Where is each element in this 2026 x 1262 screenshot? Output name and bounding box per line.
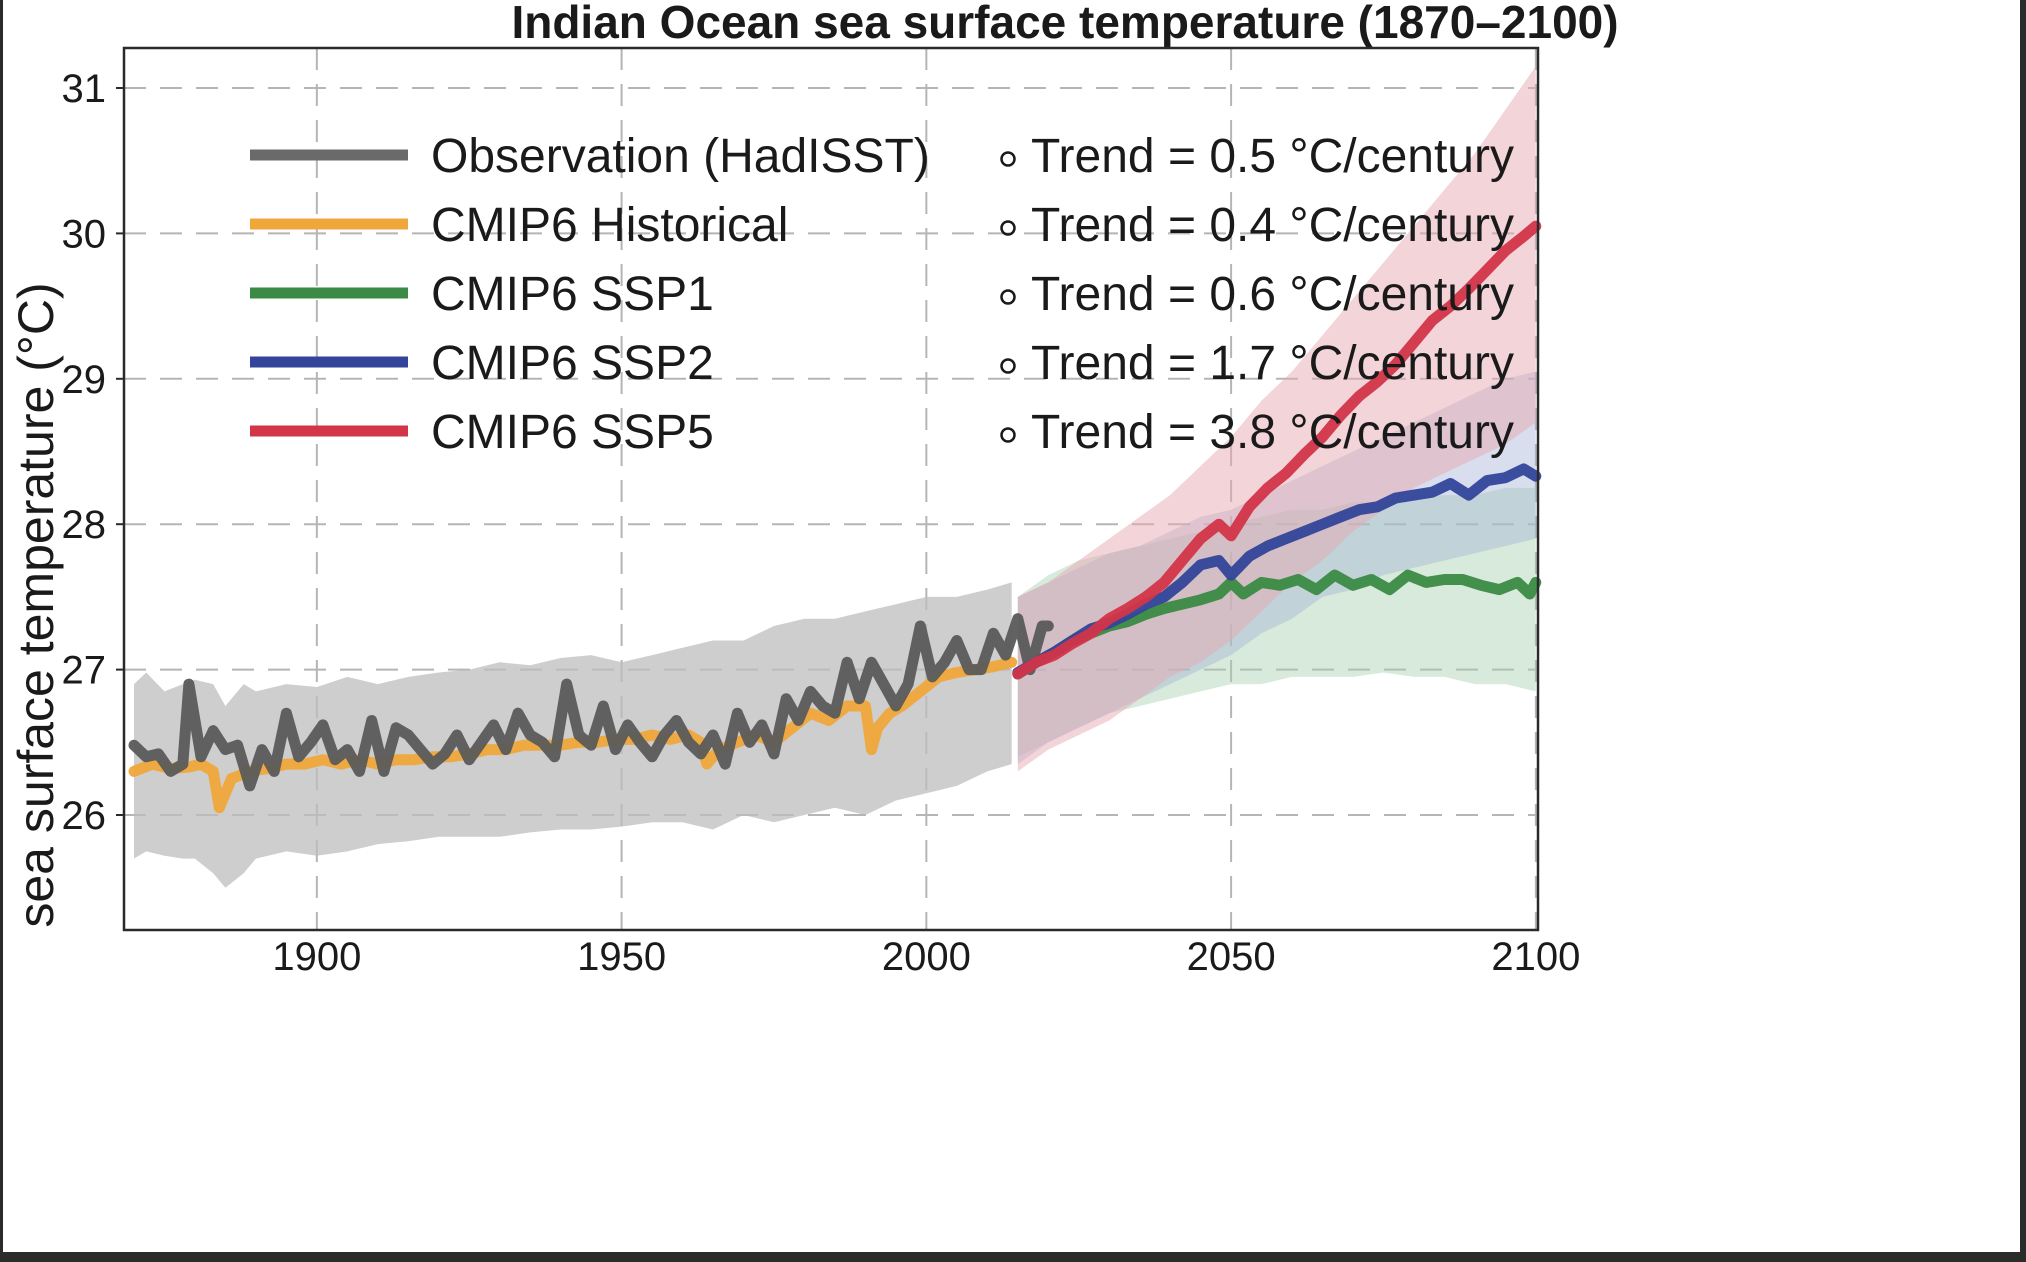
band-historical-spread (134, 582, 1012, 888)
chart-title: Indian Ocean sea surface temperature (18… (511, 0, 1618, 48)
y-tick-label: 27 (62, 649, 107, 693)
legend-trend: Trend = 1.7 °C/century (1031, 337, 1514, 390)
legend-trend: Trend = 3.8 °C/century (1031, 406, 1514, 459)
x-tick-label: 1950 (577, 935, 666, 979)
series-observation-hadisst (128, 613, 1054, 792)
y-tick-label: 28 (62, 503, 107, 547)
plot-frame (122, 46, 1540, 932)
x-tick-label: 1900 (272, 935, 361, 979)
legend-marker-icon (1000, 289, 1016, 305)
axis-ticks: 26 27 28 29 30 31 1900 1950 2000 2050 2100 (62, 67, 1581, 979)
legend-label: CMIP6 SSP1 (431, 268, 714, 321)
x-tick-label: 2100 (1491, 935, 1580, 979)
y-tick-label: 29 (62, 358, 107, 402)
legend-marker-icon (1000, 151, 1016, 167)
legend-label: CMIP6 SSP2 (431, 337, 714, 390)
legend-marker-icon (1000, 220, 1016, 236)
y-tick-label: 30 (62, 212, 107, 256)
legend: Observation (HadISST) Trend = 0.5 °C/cent… (250, 130, 1514, 459)
x-tick-label: 2050 (1187, 935, 1276, 979)
y-tick-label: 31 (62, 67, 107, 111)
legend-label: Observation (HadISST) (431, 130, 930, 183)
y-axis-label: sea surface temperature (°C) (8, 282, 64, 927)
series-cmip6-ssp5 (1012, 220, 1542, 680)
legend-label: CMIP6 SSP5 (431, 406, 714, 459)
chart-svg: Indian Ocean sea surface temperature (18… (8, 0, 1619, 979)
x-tick-label: 2000 (882, 935, 971, 979)
legend-trend: Trend = 0.6 °C/century (1031, 268, 1514, 321)
legend-trend: Trend = 0.5 °C/century (1031, 130, 1514, 183)
series-lines (128, 220, 1542, 814)
legend-marker-icon (1000, 427, 1016, 443)
legend-label: CMIP6 Historical (431, 199, 788, 252)
legend-trend: Trend = 0.4 °C/century (1031, 199, 1514, 252)
y-tick-label: 26 (62, 794, 107, 838)
legend-marker-icon (1000, 358, 1016, 374)
